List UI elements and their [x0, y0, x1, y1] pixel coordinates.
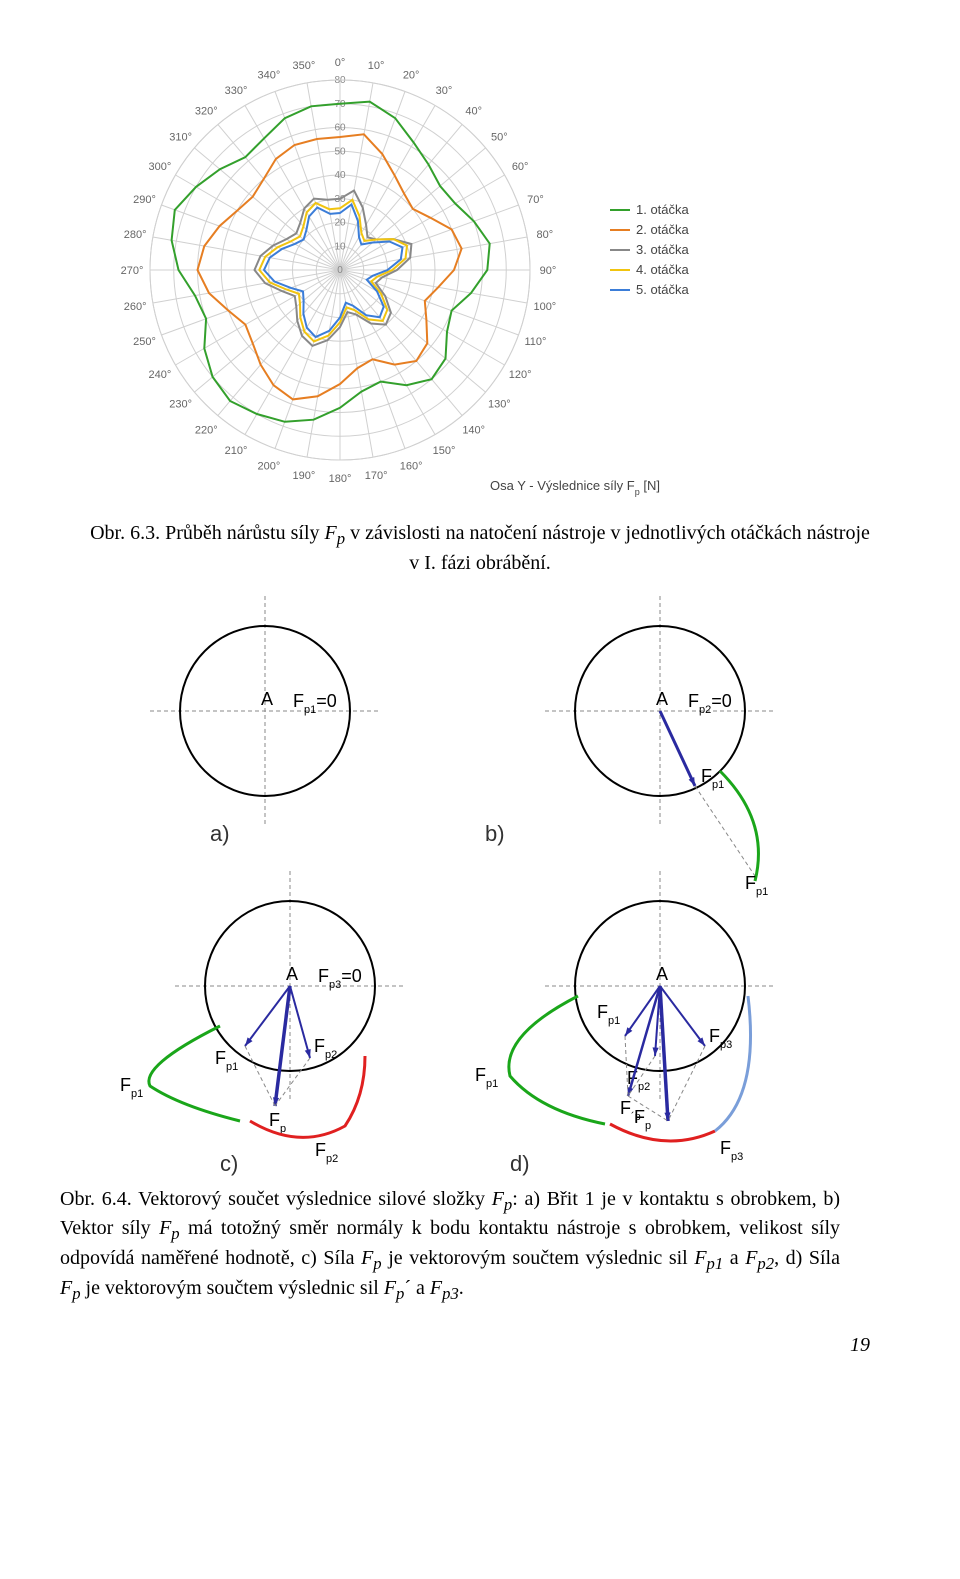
svg-text:250°: 250° — [133, 336, 156, 348]
svg-text:3. otáčka: 3. otáčka — [636, 242, 690, 257]
svg-text:Fp1: Fp1 — [120, 1075, 143, 1100]
page-number: 19 — [60, 1324, 900, 1357]
svg-text:50°: 50° — [491, 131, 508, 143]
svg-text:100°: 100° — [533, 301, 556, 313]
caption-6-4: Obr. 6.4. Vektorový součet výslednice si… — [60, 1186, 840, 1305]
svg-text:140°: 140° — [462, 424, 485, 436]
svg-text:50: 50 — [334, 146, 346, 157]
svg-text:310°: 310° — [169, 131, 192, 143]
svg-text:2. otáčka: 2. otáčka — [636, 222, 690, 237]
svg-text:a): a) — [210, 821, 230, 846]
svg-text:340°: 340° — [257, 70, 280, 82]
svg-text:4. otáčka: 4. otáčka — [636, 262, 690, 277]
svg-text:260°: 260° — [124, 301, 147, 313]
svg-text:20°: 20° — [403, 70, 420, 82]
svg-text:0°: 0° — [335, 57, 346, 69]
svg-text:Fp2: Fp2 — [315, 1140, 338, 1165]
svg-text:Fp2=0: Fp2=0 — [688, 691, 732, 716]
svg-text:330°: 330° — [225, 85, 248, 97]
svg-text:A: A — [286, 964, 298, 984]
svg-text:70°: 70° — [527, 194, 544, 206]
svg-text:Fp1=0: Fp1=0 — [293, 691, 337, 716]
svg-text:A: A — [656, 964, 668, 984]
svg-text:5. otáčka: 5. otáčka — [636, 282, 690, 297]
svg-text:90°: 90° — [540, 265, 557, 277]
svg-text:40°: 40° — [465, 106, 482, 118]
polar-chart: 0° 10° 20° 30° 40° 50° 60° 70° 80° 90° 100° 110° 120… — [60, 40, 920, 510]
svg-text:170°: 170° — [365, 470, 388, 482]
svg-text:180°: 180° — [329, 473, 352, 485]
svg-text:Fp3: Fp3 — [709, 1026, 732, 1051]
svg-text:240°: 240° — [148, 369, 171, 381]
svg-text:Osa Y - Výslednice síly Fp [N]: Osa Y - Výslednice síly Fp [N] — [490, 478, 660, 497]
svg-text:230°: 230° — [169, 399, 192, 411]
svg-text:Fp2: Fp2 — [314, 1036, 337, 1061]
svg-text:60°: 60° — [512, 161, 529, 173]
svg-text:290°: 290° — [133, 194, 156, 206]
svg-text:Fp3=0: Fp3=0 — [318, 966, 362, 991]
svg-text:d): d) — [510, 1151, 530, 1176]
svg-text:130°: 130° — [488, 399, 511, 411]
svg-text:350°: 350° — [292, 60, 315, 72]
svg-text:190°: 190° — [292, 470, 315, 482]
svg-text:80°: 80° — [537, 229, 554, 241]
svg-text:Fp1: Fp1 — [597, 1002, 620, 1027]
svg-text:210°: 210° — [225, 445, 248, 457]
vector-diagram: AFp1=0a)AFp2=0Fp1Fp1b)AFp3=0Fp1Fp2FpFp1F… — [60, 596, 900, 1176]
svg-text:Fp1: Fp1 — [475, 1065, 498, 1090]
svg-text:300°: 300° — [148, 161, 171, 173]
svg-text:A: A — [261, 689, 273, 709]
caption-6-3: Obr. 6.3. Průběh nárůstu síly Fp v závis… — [90, 520, 870, 576]
svg-text:A: A — [656, 689, 668, 709]
svg-text:c): c) — [220, 1151, 238, 1176]
svg-text:20: 20 — [334, 218, 346, 229]
svg-text:110°: 110° — [524, 336, 546, 348]
svg-text:Fp: Fp — [634, 1107, 651, 1132]
svg-text:Fp3: Fp3 — [720, 1138, 743, 1163]
svg-text:40: 40 — [334, 170, 346, 181]
svg-text:280°: 280° — [124, 229, 147, 241]
svg-text:b): b) — [485, 821, 505, 846]
svg-text:10: 10 — [334, 241, 346, 252]
svg-text:60: 60 — [334, 123, 346, 134]
svg-text:1. otáčka: 1. otáčka — [636, 202, 690, 217]
svg-text:30°: 30° — [436, 85, 453, 97]
svg-text:200°: 200° — [257, 460, 280, 472]
svg-text:120°: 120° — [509, 369, 532, 381]
svg-text:160°: 160° — [400, 460, 423, 472]
svg-text:220°: 220° — [195, 424, 218, 436]
svg-text:320°: 320° — [195, 106, 218, 118]
svg-text:150°: 150° — [433, 445, 456, 457]
svg-text:10°: 10° — [368, 60, 385, 72]
svg-text:0: 0 — [337, 265, 343, 276]
svg-text:270°: 270° — [121, 265, 144, 277]
